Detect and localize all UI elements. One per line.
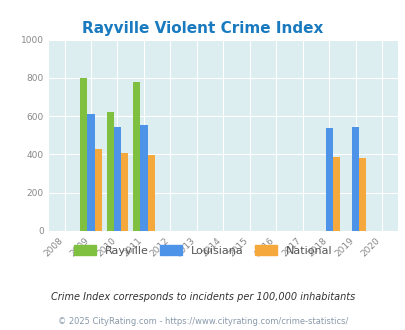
- Bar: [80, 78, 87, 231]
- Bar: [147, 155, 154, 231]
- Bar: [358, 158, 365, 231]
- Legend: Rayville, Louisiana, National: Rayville, Louisiana, National: [69, 241, 336, 260]
- Bar: [351, 127, 358, 231]
- Bar: [107, 112, 114, 231]
- Bar: [133, 82, 140, 231]
- Bar: [87, 114, 94, 231]
- Bar: [94, 149, 102, 231]
- Bar: [325, 128, 332, 231]
- Bar: [114, 127, 121, 231]
- Text: © 2025 CityRating.com - https://www.cityrating.com/crime-statistics/: © 2025 CityRating.com - https://www.city…: [58, 317, 347, 326]
- Text: Crime Index corresponds to incidents per 100,000 inhabitants: Crime Index corresponds to incidents per…: [51, 292, 354, 302]
- Bar: [332, 157, 339, 231]
- Bar: [121, 153, 128, 231]
- Text: Rayville Violent Crime Index: Rayville Violent Crime Index: [82, 21, 323, 36]
- Bar: [140, 125, 147, 231]
